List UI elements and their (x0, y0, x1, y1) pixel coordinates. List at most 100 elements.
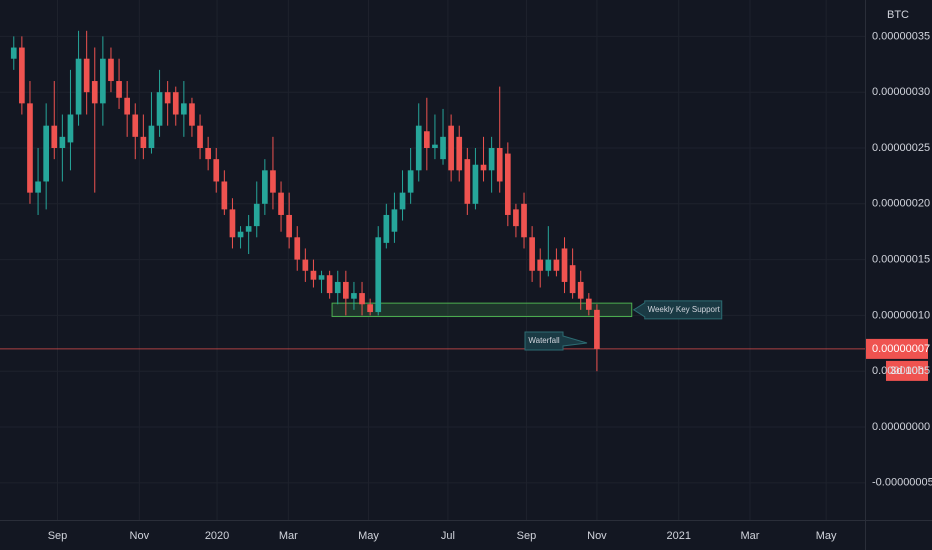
x-tick-label: Nov (130, 530, 150, 542)
candle-body (43, 125, 50, 182)
candle-body (359, 293, 365, 305)
candle-body (310, 270, 317, 280)
candle-body (407, 170, 414, 193)
candle-body (197, 125, 203, 148)
candle-body (116, 81, 122, 98)
candle-body (83, 58, 90, 93)
candle-body (318, 275, 325, 280)
candle-body (399, 192, 406, 210)
x-tick-label: Mar (741, 530, 760, 542)
marks (0, 30, 865, 372)
x-tick-label: May (816, 530, 837, 542)
candle-body (172, 92, 179, 115)
x-tick-label: May (358, 530, 379, 542)
candle-body (148, 125, 155, 148)
candle-body (100, 58, 106, 104)
candle-body (278, 192, 284, 215)
y-tick-label: 0.00000020 (872, 198, 930, 210)
candle-body (432, 144, 438, 148)
candle-body (10, 47, 17, 59)
x-tick-label: Sep (48, 530, 68, 542)
candle-body (286, 214, 292, 238)
candle-body (229, 209, 236, 238)
y-tick-label: 0.00000000 (872, 421, 930, 433)
candle-body (205, 147, 211, 160)
callout-text: Weekly Key Support (648, 305, 721, 314)
candle-body (253, 203, 260, 227)
candle-body (415, 125, 422, 171)
overlay: Weekly Key Support Waterfall 0.00000007 3d … (524, 300, 930, 381)
candle-body (270, 170, 276, 193)
candle-body (367, 304, 373, 313)
candle-body (302, 259, 309, 271)
support-zone (331, 302, 633, 318)
currency: BTC (887, 9, 909, 21)
candle-body (351, 293, 357, 299)
candle-body (294, 237, 301, 260)
candle-body (561, 248, 568, 282)
candle-body (488, 147, 495, 171)
candle-body (35, 181, 41, 193)
price-label: 0.00000007 (872, 343, 930, 355)
candle-body (569, 265, 576, 294)
candle-body (423, 131, 430, 148)
candle-body (91, 81, 98, 104)
candle-body (19, 47, 25, 104)
countdown: 3d 10h (890, 365, 924, 377)
candle-body (59, 136, 66, 148)
price-label-box (866, 338, 928, 359)
candle-body (472, 164, 479, 204)
candle-body (448, 125, 454, 171)
candle-body (156, 92, 163, 126)
callout-box (524, 331, 588, 351)
candle-body (326, 275, 333, 294)
candle-body (334, 281, 341, 294)
candle-body (375, 237, 382, 313)
candle-body (27, 103, 33, 193)
candle-body (537, 259, 544, 271)
candle-body (221, 181, 228, 210)
candle-body (237, 231, 244, 238)
y-tick-label: -0.00000005 (872, 477, 932, 489)
callout-box (632, 300, 723, 320)
candle-body (75, 58, 82, 115)
candle-body (553, 259, 560, 271)
callout-text: Waterfall (528, 336, 559, 345)
candle-body (245, 226, 252, 232)
y-tick-label: 0.00000005 (872, 365, 930, 377)
candle-body (108, 58, 114, 82)
candle-body (529, 237, 535, 271)
candle-body (496, 147, 503, 182)
candle-body (124, 97, 130, 115)
candle-body (480, 164, 487, 171)
candle-body (521, 203, 527, 238)
candle-body (383, 214, 390, 243)
candle-body (140, 136, 147, 148)
candle-body (545, 259, 552, 271)
x-tick-label: Jul (441, 530, 455, 542)
candle-body (132, 114, 139, 137)
y-tick-label: 0.00000010 (872, 309, 930, 321)
x-tick-label: Sep (517, 530, 537, 542)
candle-body (456, 136, 463, 171)
x-tick-label: 2020 (205, 530, 229, 542)
candle-body (440, 136, 446, 160)
candle-body (513, 209, 519, 227)
candle-body (164, 92, 171, 104)
y-tick-label: 0.00000035 (872, 30, 930, 42)
y-tick-label: 0.00000015 (872, 254, 930, 266)
candle-body (504, 153, 511, 215)
x-tick-label: Nov (587, 530, 607, 542)
candle-body (464, 159, 471, 204)
candle-body (585, 298, 592, 310)
candle-body (391, 209, 398, 232)
candle-body (213, 159, 220, 182)
y-tick-label: 0.00000025 (872, 142, 930, 154)
candle-body (343, 281, 349, 299)
x-tick-label: 2021 (666, 530, 690, 542)
x-tick-label: Mar (279, 530, 298, 542)
candle-body (51, 125, 58, 148)
candle-body (181, 103, 187, 115)
